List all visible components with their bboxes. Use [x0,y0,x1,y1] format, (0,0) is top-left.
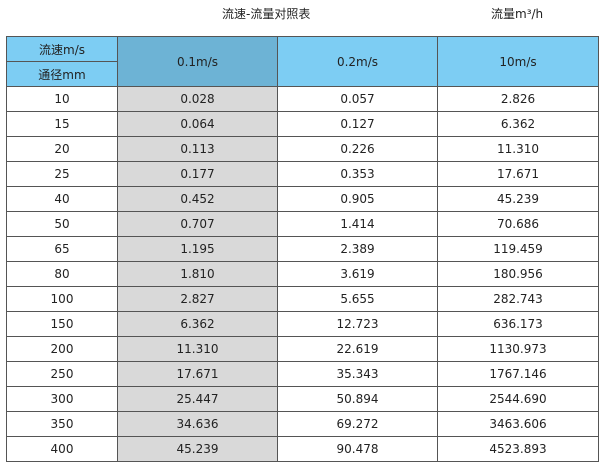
unit-label: 流量m³/h [491,7,544,21]
flow-10-cell: 45.239 [437,186,599,212]
table-title: 流速-流量对照表 [222,7,311,21]
flow-0.2-cell: 1.414 [277,211,438,237]
flow-0.1-cell: 17.671 [117,361,278,387]
table-row: 150 6.362 12.723 636.173 [6,311,599,337]
diameter-cell: 300 [6,386,118,412]
flow-0.2-cell: 0.353 [277,161,438,187]
flow-0.2-cell: 2.389 [277,236,438,262]
flow-0.1-cell: 25.447 [117,386,278,412]
header-col-10: 10m/s [437,36,599,87]
table-row: 50 0.707 1.414 70.686 [6,211,599,237]
table-row: 40 0.452 0.905 45.239 [6,186,599,212]
diameter-cell: 200 [6,336,118,362]
table-row: 400 45.239 90.478 4523.893 [6,436,599,462]
flow-0.1-cell: 0.707 [117,211,278,237]
diameter-cell: 50 [6,211,118,237]
table-row: 100 2.827 5.655 282.743 [6,286,599,312]
flow-0.2-cell: 35.343 [277,361,438,387]
flow-0.1-cell: 0.452 [117,186,278,212]
table-row: 200 11.310 22.619 1130.973 [6,336,599,362]
flow-0.1-cell: 0.028 [117,86,278,112]
flow-0.1-cell: 0.113 [117,136,278,162]
header-col-0.1: 0.1m/s [117,36,278,87]
flow-0.2-cell: 50.894 [277,386,438,412]
flow-0.2-cell: 69.272 [277,411,438,437]
diameter-cell: 350 [6,411,118,437]
header-velocity-label: 流速m/s [6,36,118,62]
flow-0.2-cell: 0.057 [277,86,438,112]
flow-table: 流速m/s 0.1m/s 0.2m/s 10m/s 通径mm 10 0.028 0.… [6,36,599,462]
flow-0.1-cell: 0.177 [117,161,278,187]
flow-10-cell: 17.671 [437,161,599,187]
diameter-cell: 40 [6,186,118,212]
flow-10-cell: 282.743 [437,286,599,312]
diameter-cell: 65 [6,236,118,262]
flow-0.1-cell: 2.827 [117,286,278,312]
diameter-cell: 15 [6,111,118,137]
flow-10-cell: 11.310 [437,136,599,162]
flow-0.1-cell: 6.362 [117,311,278,337]
flow-10-cell: 70.686 [437,211,599,237]
flow-0.2-cell: 0.905 [277,186,438,212]
table-row: 350 34.636 69.272 3463.606 [6,411,599,437]
flow-0.2-cell: 0.226 [277,136,438,162]
diameter-cell: 100 [6,286,118,312]
table-row: 300 25.447 50.894 2544.690 [6,386,599,412]
diameter-cell: 80 [6,261,118,287]
header-diameter-label: 通径mm [6,61,118,87]
flow-10-cell: 2.826 [437,86,599,112]
flow-0.1-cell: 1.810 [117,261,278,287]
flow-0.2-cell: 12.723 [277,311,438,337]
diameter-cell: 250 [6,361,118,387]
flow-0.2-cell: 90.478 [277,436,438,462]
flow-0.2-cell: 22.619 [277,336,438,362]
flow-10-cell: 4523.893 [437,436,599,462]
flow-10-cell: 3463.606 [437,411,599,437]
flow-10-cell: 1130.973 [437,336,599,362]
flow-10-cell: 180.956 [437,261,599,287]
diameter-cell: 150 [6,311,118,337]
header-col-0.2: 0.2m/s [277,36,438,87]
table-row: 65 1.195 2.389 119.459 [6,236,599,262]
flow-0.1-cell: 11.310 [117,336,278,362]
table-row: 10 0.028 0.057 2.826 [6,86,599,112]
flow-0.1-cell: 1.195 [117,236,278,262]
table-row: 250 17.671 35.343 1767.146 [6,361,599,387]
flow-10-cell: 6.362 [437,111,599,137]
flow-10-cell: 636.173 [437,311,599,337]
table-row: 25 0.177 0.353 17.671 [6,161,599,187]
diameter-cell: 400 [6,436,118,462]
diameter-cell: 25 [6,161,118,187]
flow-0.2-cell: 0.127 [277,111,438,137]
table-row: 20 0.113 0.226 11.310 [6,136,599,162]
flow-10-cell: 119.459 [437,236,599,262]
table-row: 15 0.064 0.127 6.362 [6,111,599,137]
diameter-cell: 10 [6,86,118,112]
flow-0.1-cell: 45.239 [117,436,278,462]
flow-0.1-cell: 0.064 [117,111,278,137]
flow-10-cell: 2544.690 [437,386,599,412]
flow-0.2-cell: 3.619 [277,261,438,287]
flow-0.1-cell: 34.636 [117,411,278,437]
flow-10-cell: 1767.146 [437,361,599,387]
table-row: 80 1.810 3.619 180.956 [6,261,599,287]
diameter-cell: 20 [6,136,118,162]
flow-0.2-cell: 5.655 [277,286,438,312]
